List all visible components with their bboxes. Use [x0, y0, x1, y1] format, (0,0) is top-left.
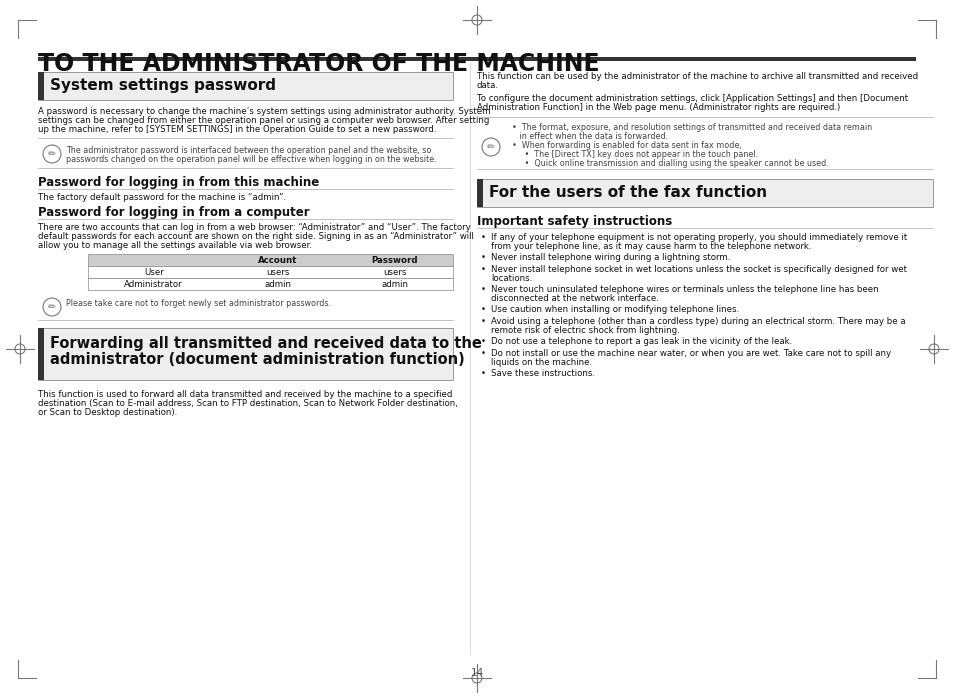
Text: System settings password: System settings password [50, 78, 275, 93]
Bar [38, 57, 915, 61]
Text: up the machine, refer to [SYSTEM SETTINGS] in the Operation Guide to set a new p: up the machine, refer to [SYSTEM SETTING… [38, 125, 436, 134]
Text: If any of your telephone equipment is not operating properly, you should immedia: If any of your telephone equipment is no… [491, 233, 906, 242]
Text: •: • [480, 253, 485, 262]
Text: This function is used to forward all data transmitted and received by the machin: This function is used to forward all dat… [38, 390, 452, 399]
Text: users: users [382, 268, 406, 277]
Text: liquids on the machine.: liquids on the machine. [491, 358, 592, 367]
Bar [88, 266, 453, 278]
Text: •: • [480, 337, 485, 346]
Text: •  The [Direct TX] key does not appear in the touch panel.: • The [Direct TX] key does not appear in… [506, 150, 758, 159]
Text: To configure the document administration settings, click [Application Settings] : To configure the document administration… [476, 94, 907, 103]
Bar [38, 72, 44, 100]
Text: Important safety instructions: Important safety instructions [476, 215, 672, 228]
Text: data.: data. [476, 81, 498, 90]
Text: Administration Function] in the Web page menu. (Administrator rights are require: Administration Function] in the Web page… [476, 103, 840, 112]
Bar [476, 179, 932, 207]
Text: administrator (document administration function): administrator (document administration f… [50, 352, 464, 367]
Text: 14: 14 [470, 668, 483, 678]
Text: from your telephone line, as it may cause harm to the telephone network.: from your telephone line, as it may caus… [491, 242, 811, 251]
Bar [38, 328, 44, 380]
Text: disconnected at the network interface.: disconnected at the network interface. [491, 294, 659, 303]
Text: admin: admin [264, 280, 291, 289]
Text: or Scan to Desktop destination).: or Scan to Desktop destination). [38, 408, 177, 417]
Text: TO THE ADMINISTRATOR OF THE MACHINE: TO THE ADMINISTRATOR OF THE MACHINE [38, 52, 599, 76]
Bar [38, 72, 453, 100]
Text: •  When forwarding is enabled for data sent in fax mode,: • When forwarding is enabled for data se… [506, 141, 741, 150]
Text: destination (Scan to E-mail address, Scan to FTP destination, Scan to Network Fo: destination (Scan to E-mail address, Sca… [38, 399, 457, 408]
Text: •: • [480, 233, 485, 242]
Bar [476, 179, 482, 207]
Text: Password for logging in from this machine: Password for logging in from this machin… [38, 176, 319, 189]
Text: Do not install or use the machine near water, or when you are wet. Take care not: Do not install or use the machine near w… [491, 349, 890, 358]
Text: •  Quick online transmission and dialling using the speaker cannot be used.: • Quick online transmission and dialling… [506, 159, 828, 168]
Text: users: users [266, 268, 289, 277]
Text: in effect when the data is forwarded.: in effect when the data is forwarded. [506, 132, 667, 141]
Text: Save these instructions.: Save these instructions. [491, 369, 595, 378]
Text: Password: Password [371, 256, 417, 265]
Text: •: • [480, 317, 485, 326]
Text: •: • [480, 349, 485, 358]
Text: •  The format, exposure, and resolution settings of transmitted and received dat: • The format, exposure, and resolution s… [506, 123, 871, 132]
Text: Password for logging in from a computer: Password for logging in from a computer [38, 206, 310, 219]
Bar [38, 328, 453, 380]
Text: •: • [480, 369, 485, 378]
Text: Forwarding all transmitted and received data to the: Forwarding all transmitted and received … [50, 336, 481, 351]
Text: passwords changed on the operation panel will be effective when logging in on th: passwords changed on the operation panel… [66, 155, 436, 164]
Text: There are two accounts that can log in from a web browser: “Administrator” and “: There are two accounts that can log in f… [38, 223, 470, 232]
Text: Use caution when installing or modifying telephone lines.: Use caution when installing or modifying… [491, 305, 739, 314]
Text: •: • [480, 285, 485, 294]
Text: Avoid using a telephone (other than a cordless type) during an electrical storm.: Avoid using a telephone (other than a co… [491, 317, 904, 326]
Text: Account: Account [258, 256, 297, 265]
Text: User: User [144, 268, 163, 277]
Text: Never install telephone wiring during a lightning storm.: Never install telephone wiring during a … [491, 253, 730, 262]
Text: admin: admin [380, 280, 408, 289]
Text: Please take care not to forget newly set administrator passwords.: Please take care not to forget newly set… [66, 299, 331, 308]
Text: Never install telephone socket in wet locations unless the socket is specificall: Never install telephone socket in wet lo… [491, 265, 906, 274]
Bar [88, 254, 453, 266]
Text: •: • [480, 265, 485, 274]
Text: settings can be changed from either the operation panel or using a computer web : settings can be changed from either the … [38, 116, 489, 125]
Text: The administrator password is interfaced between the operation panel and the web: The administrator password is interfaced… [66, 146, 431, 155]
Text: ✏: ✏ [486, 142, 495, 152]
Text: allow you to manage all the settings available via web browser.: allow you to manage all the settings ava… [38, 241, 312, 250]
Text: remote risk of electric shock from lightning.: remote risk of electric shock from light… [491, 326, 679, 335]
Bar [88, 278, 453, 290]
Text: default passwords for each account are shown on the right side. Signing in as an: default passwords for each account are s… [38, 232, 474, 241]
Text: Never touch uninsulated telephone wires or terminals unless the telephone line h: Never touch uninsulated telephone wires … [491, 285, 878, 294]
Text: A password is necessary to change the machine’s system settings using administra: A password is necessary to change the ma… [38, 107, 490, 116]
Text: ✏: ✏ [48, 302, 56, 312]
Text: The factory default password for the machine is “admin”.: The factory default password for the mac… [38, 193, 286, 202]
Text: •: • [480, 305, 485, 314]
Text: Administrator: Administrator [124, 280, 183, 289]
Text: This function can be used by the administrator of the machine to archive all tra: This function can be used by the adminis… [476, 72, 917, 81]
Text: Do not use a telephone to report a gas leak in the vicinity of the leak.: Do not use a telephone to report a gas l… [491, 337, 791, 346]
Text: locations.: locations. [491, 274, 532, 283]
Text: For the users of the fax function: For the users of the fax function [489, 185, 766, 200]
Text: ✏: ✏ [48, 149, 56, 159]
